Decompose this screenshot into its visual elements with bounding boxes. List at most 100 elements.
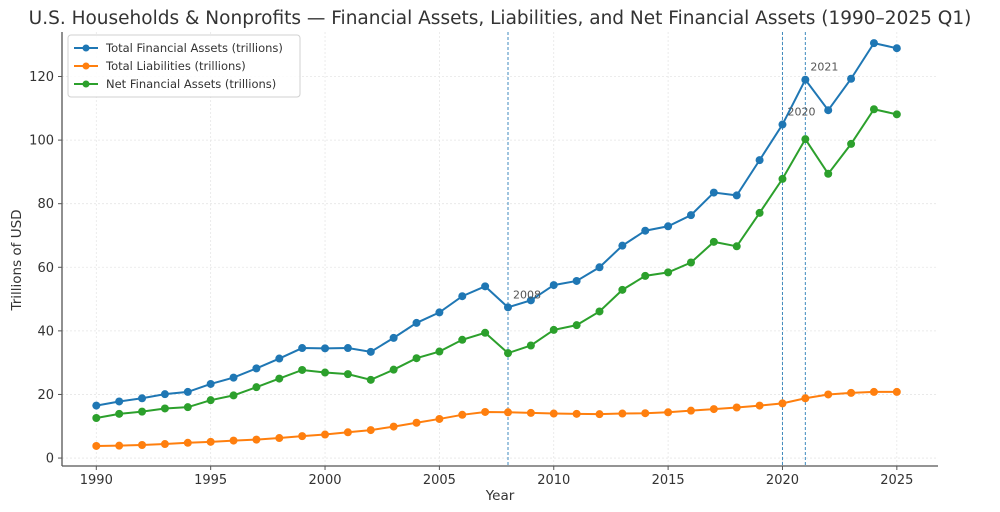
data-point (778, 120, 787, 129)
data-point (869, 105, 878, 114)
x-tick-label: 2020 (766, 473, 799, 488)
data-point (321, 430, 330, 439)
series-line (96, 108, 898, 419)
data-point (435, 347, 444, 356)
data-point (595, 410, 604, 419)
annotation-2020: 2020 (787, 106, 815, 119)
data-point (252, 383, 261, 392)
data-point (641, 226, 650, 235)
data-point (160, 390, 169, 399)
series-3 (92, 105, 901, 422)
data-point (549, 409, 558, 418)
data-point (206, 379, 215, 388)
data-point (115, 441, 124, 450)
series-2 (92, 387, 901, 450)
data-point (801, 135, 810, 144)
data-point (755, 401, 764, 410)
y-tick-label: 120 (29, 70, 54, 85)
data-point (526, 296, 535, 305)
data-point (366, 426, 375, 435)
data-point (504, 303, 513, 312)
data-point (435, 414, 444, 423)
y-tick-label: 80 (37, 197, 54, 212)
data-point (481, 328, 490, 337)
data-point (366, 347, 375, 356)
data-point (732, 403, 741, 412)
data-point (778, 174, 787, 183)
legend-swatch-marker (82, 80, 90, 88)
data-point (183, 438, 192, 447)
data-point (847, 139, 856, 148)
data-point (641, 271, 650, 280)
data-point (458, 292, 467, 301)
data-point (229, 436, 238, 445)
data-point (526, 408, 535, 417)
data-point (595, 263, 604, 272)
data-point (458, 335, 467, 344)
data-point (892, 110, 901, 119)
data-point (115, 409, 124, 418)
data-point (160, 440, 169, 449)
legend-box (67, 34, 301, 98)
data-point (321, 344, 330, 353)
data-point (709, 237, 718, 246)
data-point (641, 409, 650, 418)
chart-title: U.S. Households & Nonprofits — Financial… (29, 8, 972, 29)
y-axis-label: Trillions of USD (9, 209, 25, 311)
legend-item: Total Liabilities (trillions) (74, 59, 246, 73)
data-point (275, 374, 284, 383)
data-point (709, 405, 718, 414)
data-point (389, 333, 398, 342)
data-point (252, 435, 261, 444)
data-point (252, 364, 261, 373)
data-point (595, 307, 604, 316)
data-point (618, 285, 627, 294)
y-tick-label: 40 (37, 324, 54, 339)
axes: 1990 1995 2000 2005 2010 2015 2020 2025 0 20 40 60 8… (29, 32, 938, 488)
data-point (755, 208, 764, 217)
legend-label: Total Liabilities (trillions) (105, 59, 246, 73)
legend-swatch-marker (82, 62, 90, 70)
data-point (298, 344, 307, 353)
data-point (664, 222, 673, 231)
data-point (412, 354, 421, 363)
legend-label: Net Financial Assets (trillions) (106, 77, 276, 91)
y-tick-label: 0 (46, 452, 54, 467)
data-point (366, 375, 375, 384)
data-point (892, 387, 901, 396)
data-point (847, 74, 856, 83)
data-point (481, 282, 490, 291)
data-point (892, 44, 901, 53)
data-point (504, 408, 513, 417)
data-point (847, 388, 856, 397)
data-point (549, 325, 558, 334)
data-point (572, 321, 581, 330)
data-point (298, 365, 307, 374)
data-point (275, 434, 284, 443)
data-point (206, 437, 215, 446)
legend-label: Total Financial Assets (trillions) (105, 41, 283, 55)
data-point (801, 75, 810, 84)
data-point (732, 191, 741, 200)
y-tick-label: 20 (37, 388, 54, 403)
series-1 (92, 39, 901, 410)
data-point (343, 428, 352, 437)
data-point (686, 406, 695, 415)
data-point (298, 432, 307, 441)
x-axis-label: Year (485, 488, 515, 504)
data-point (778, 399, 787, 408)
data-point (732, 242, 741, 251)
data-point (275, 354, 284, 363)
legend-swatch-marker (82, 44, 90, 52)
data-point (664, 408, 673, 417)
x-tick-label: 2025 (880, 473, 913, 488)
data-point (92, 441, 101, 450)
series-group (92, 39, 901, 450)
y-tick-label: 100 (29, 134, 54, 149)
annotations: 2008 2020 2021 (513, 61, 838, 302)
data-point (709, 188, 718, 197)
data-point (618, 409, 627, 418)
data-point (138, 394, 147, 403)
data-point (458, 410, 467, 419)
